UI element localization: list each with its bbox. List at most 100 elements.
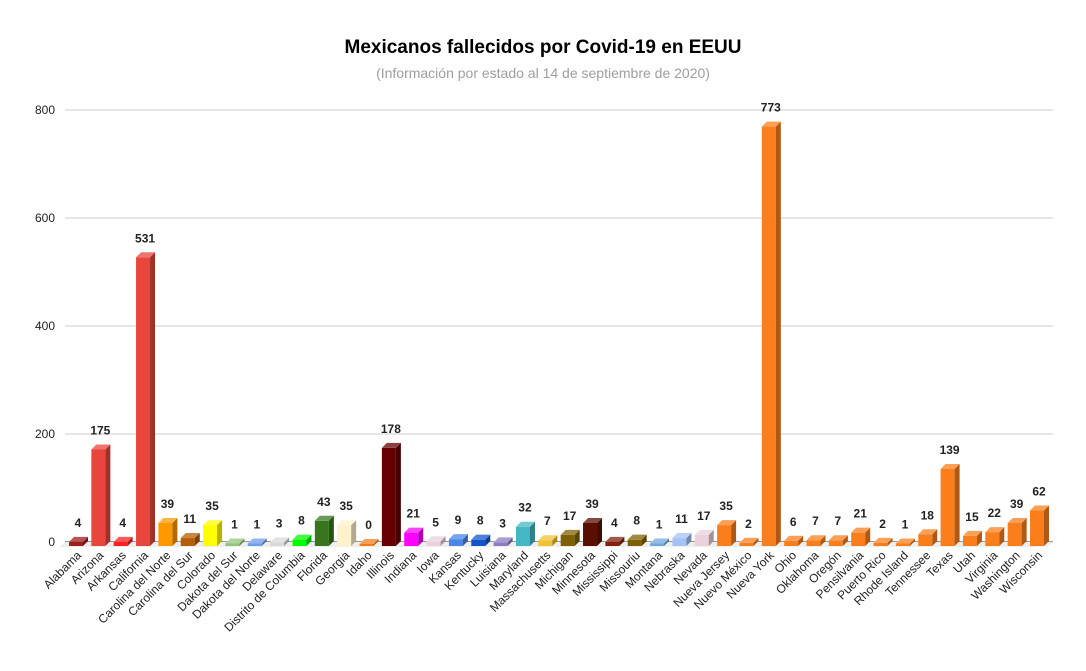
bar-front <box>136 257 151 546</box>
bar-top <box>828 535 848 541</box>
bar-side <box>462 534 468 546</box>
bar-top <box>761 121 781 127</box>
data-label: 7 <box>835 514 842 528</box>
bar-side <box>887 537 893 546</box>
bar-mississippi: 4 <box>605 516 625 546</box>
bar-top <box>583 517 603 523</box>
bar-top <box>359 539 379 544</box>
bar-utah: 15 <box>962 510 982 546</box>
bar-carolina-del-norte: 39 <box>158 497 178 546</box>
bar-front <box>739 542 754 546</box>
bar-top <box>471 534 491 540</box>
bar-top <box>493 537 513 543</box>
bar-side <box>284 537 290 546</box>
bar-front <box>806 540 821 546</box>
bar-front <box>895 543 910 546</box>
bar-colorado: 35 <box>203 499 223 546</box>
bar-front <box>761 126 776 546</box>
bar-delaware: 3 <box>270 516 290 546</box>
bar-top <box>784 535 804 541</box>
bar-top <box>225 538 245 544</box>
bar-top <box>426 536 446 542</box>
bar-dakota-del-norte: 1 <box>247 517 267 546</box>
y-tick-label: 400 <box>35 319 55 333</box>
bar-side <box>351 520 357 546</box>
bar-front <box>1030 510 1044 546</box>
bar-side <box>217 520 223 546</box>
bar-front <box>940 468 955 546</box>
data-label: 39 <box>1010 497 1024 511</box>
bar-front <box>605 541 620 546</box>
bar-side <box>127 536 133 546</box>
data-label: 62 <box>1032 485 1046 499</box>
bar-side <box>552 535 558 546</box>
bar-nebraska: 11 <box>672 512 692 546</box>
data-label: 8 <box>477 514 484 528</box>
bar-tennessee: 18 <box>918 508 938 546</box>
bar-side <box>686 533 692 546</box>
bar-side <box>597 517 603 546</box>
bar-nueva-jersey: 35 <box>717 499 737 546</box>
bar-front <box>69 541 83 546</box>
bar-front <box>560 534 575 546</box>
gridlines: 0 200 400 600 800 <box>35 103 1053 549</box>
data-label: 39 <box>585 497 599 511</box>
bar-top <box>806 535 826 541</box>
bar-montana: 1 <box>650 517 670 546</box>
bar-side <box>664 538 670 546</box>
data-label: 17 <box>697 509 711 523</box>
bar-front <box>851 532 866 546</box>
bar-top <box>650 538 670 544</box>
bar-michigan: 17 <box>560 509 580 546</box>
bar-nueva-york: 773 <box>761 101 781 546</box>
bar-kentucky: 8 <box>471 514 491 546</box>
x-axis-labels: AlabamaArizonaArkansasCaliforniaCarolina… <box>41 548 1045 635</box>
bar-side <box>1021 517 1027 546</box>
bar-side <box>708 529 714 546</box>
bar-rhode-island: 1 <box>895 517 915 546</box>
bar-top <box>180 533 200 539</box>
bar-front <box>985 532 1000 546</box>
bar-side <box>485 534 491 546</box>
data-label: 3 <box>499 516 506 530</box>
bar-front <box>314 520 329 546</box>
bar-side <box>83 536 88 546</box>
bar-georgia: 35 <box>337 499 357 546</box>
bar-ohio: 6 <box>784 515 804 546</box>
data-label: 8 <box>298 514 305 528</box>
y-tick-label: 800 <box>35 103 55 117</box>
data-label: 178 <box>381 422 401 436</box>
data-label: 2 <box>745 517 752 531</box>
bar-top <box>203 520 223 526</box>
bar-front <box>113 541 128 546</box>
bar-front <box>717 525 732 546</box>
bar-nuevo-méxico: 2 <box>739 517 759 546</box>
data-label: 139 <box>940 443 960 457</box>
bar-massachusetts: 7 <box>538 514 558 546</box>
data-label: 1 <box>902 517 909 531</box>
bar-alabama: 4 <box>69 516 88 546</box>
data-label: 773 <box>761 101 781 115</box>
data-label: 4 <box>75 516 82 530</box>
bar-arkansas: 4 <box>113 516 133 546</box>
bar-top <box>873 537 893 543</box>
bar-top <box>69 536 88 542</box>
bar-side <box>418 527 424 546</box>
chart-title: Mexicanos fallecidos por Covid-19 en EEU… <box>345 37 742 58</box>
bar-dakota-del-sur: 1 <box>225 517 245 546</box>
bar-pensilvania: 21 <box>851 507 871 546</box>
bar-side <box>999 527 1005 546</box>
bar-maryland: 32 <box>515 501 535 546</box>
bar-front <box>493 542 508 546</box>
data-label: 18 <box>921 508 935 522</box>
data-label: 1 <box>253 517 260 531</box>
bar-side <box>775 121 781 546</box>
bar-side <box>395 442 401 546</box>
bar-indiana: 21 <box>404 507 424 546</box>
bar-virginia: 22 <box>985 506 1005 546</box>
bar-front <box>91 449 106 546</box>
bar-side <box>440 536 446 546</box>
bar-luisiana: 3 <box>493 516 513 546</box>
